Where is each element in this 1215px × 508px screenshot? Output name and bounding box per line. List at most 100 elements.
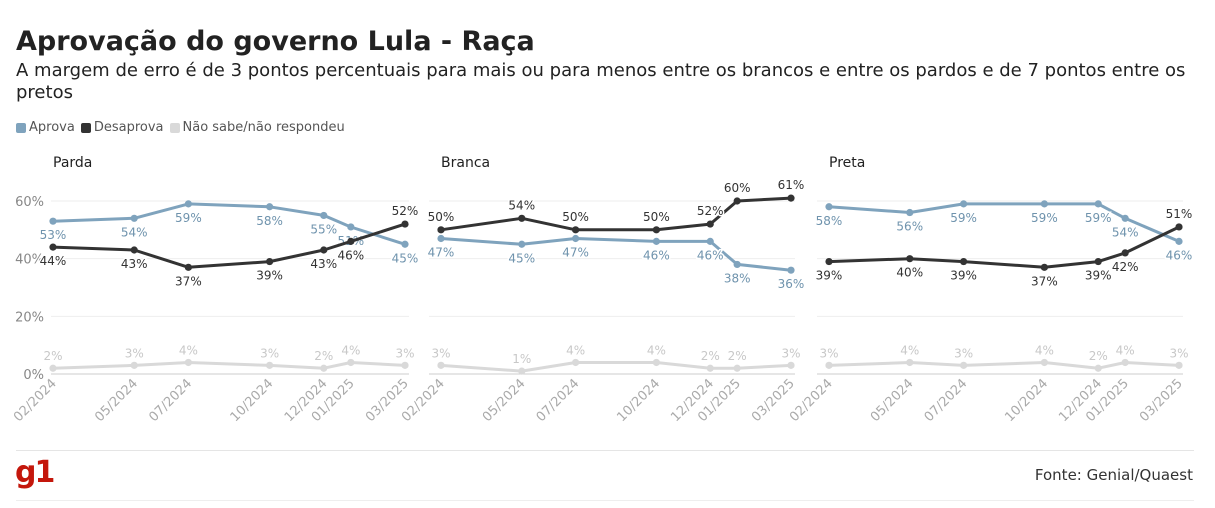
data-point[interactable] xyxy=(1094,364,1102,372)
data-point[interactable] xyxy=(130,214,138,222)
x-tick-label: 03/2025 xyxy=(1137,376,1186,425)
data-point[interactable] xyxy=(1094,257,1102,266)
data-point[interactable] xyxy=(49,243,57,251)
data-label: 3% xyxy=(395,346,414,360)
data-label: 50% xyxy=(643,210,670,224)
data-point[interactable] xyxy=(825,361,833,369)
data-label: 39% xyxy=(1085,269,1112,283)
data-point[interactable] xyxy=(347,223,355,231)
data-point[interactable] xyxy=(733,260,741,269)
data-point[interactable] xyxy=(437,234,445,243)
data-point[interactable] xyxy=(130,361,138,369)
data-point[interactable] xyxy=(733,364,741,372)
data-label: 54% xyxy=(1112,225,1139,239)
data-point[interactable] xyxy=(130,246,138,254)
data-point[interactable] xyxy=(266,257,274,266)
x-tick-label: 10/2024 xyxy=(1002,376,1051,425)
data-point[interactable] xyxy=(652,358,660,367)
data-point[interactable] xyxy=(518,240,526,248)
data-point[interactable] xyxy=(572,358,580,367)
data-point[interactable] xyxy=(652,237,660,245)
data-label: 38% xyxy=(724,271,751,285)
data-point[interactable] xyxy=(906,358,914,367)
data-point[interactable] xyxy=(518,367,526,375)
data-point[interactable] xyxy=(347,237,355,245)
data-point[interactable] xyxy=(401,361,409,369)
data-point[interactable] xyxy=(437,361,445,369)
data-label: 2% xyxy=(701,349,720,363)
data-point[interactable] xyxy=(572,226,580,234)
data-point[interactable] xyxy=(184,263,192,271)
x-tick-label: 10/2024 xyxy=(614,376,663,425)
data-point[interactable] xyxy=(906,208,914,217)
legend-item-aprova[interactable]: Aprova xyxy=(16,120,75,135)
series-desaprova: 50% 54% 50% 50% 52%60% 61% xyxy=(426,177,806,234)
data-label: 39% xyxy=(816,269,843,283)
data-point[interactable] xyxy=(1040,200,1048,208)
legend-item-desaprova[interactable]: Desaprova xyxy=(80,120,164,135)
data-point[interactable] xyxy=(787,266,795,274)
data-label: 55% xyxy=(310,222,337,236)
data-label: 60% xyxy=(724,181,751,195)
data-label: 59% xyxy=(175,211,202,225)
data-point[interactable] xyxy=(733,197,741,205)
data-label: 3% xyxy=(260,346,279,360)
data-point[interactable] xyxy=(1121,214,1129,222)
data-point[interactable] xyxy=(1175,237,1183,245)
data-point[interactable] xyxy=(1175,361,1183,369)
series-aprova: 53%54%59%58%55%51%45% xyxy=(38,200,420,267)
data-label: 4% xyxy=(566,343,585,357)
data-point[interactable] xyxy=(49,364,57,372)
data-label: 3% xyxy=(954,346,973,360)
data-point[interactable] xyxy=(1121,358,1129,367)
data-point[interactable] xyxy=(1175,223,1183,231)
data-point[interactable] xyxy=(1040,263,1048,271)
data-point[interactable] xyxy=(960,200,968,208)
panel-title: Branca xyxy=(441,155,490,171)
data-point[interactable] xyxy=(1121,249,1129,257)
data-label: 2% xyxy=(728,349,747,363)
data-point[interactable] xyxy=(825,203,833,211)
data-label: 2% xyxy=(1089,349,1108,363)
data-point[interactable] xyxy=(706,220,714,228)
data-point[interactable] xyxy=(906,255,914,263)
x-tick-label: 05/2024 xyxy=(480,376,529,425)
data-point[interactable] xyxy=(706,237,714,245)
data-point[interactable] xyxy=(518,214,526,222)
data-point[interactable] xyxy=(184,358,192,367)
data-point[interactable] xyxy=(266,361,274,369)
data-point[interactable] xyxy=(320,211,328,220)
data-label: 3% xyxy=(781,346,800,360)
data-label: 44% xyxy=(40,254,67,268)
data-point[interactable] xyxy=(960,257,968,266)
bottom-divider xyxy=(16,500,1194,501)
data-point[interactable] xyxy=(825,257,833,266)
data-label: 39% xyxy=(256,269,283,283)
data-point[interactable] xyxy=(960,361,968,369)
data-point[interactable] xyxy=(320,246,328,254)
series-nao-sabe-nao-respondeu: 2% 3% 4% 3% 2% 4% 3% xyxy=(42,342,416,372)
data-label: 47% xyxy=(562,245,589,259)
data-point[interactable] xyxy=(1040,358,1048,367)
data-point[interactable] xyxy=(706,364,714,372)
data-point[interactable] xyxy=(347,358,355,367)
data-point[interactable] xyxy=(437,226,445,234)
data-point[interactable] xyxy=(572,234,580,243)
legend-item-nao-sabe[interactable]: Não sabe/não respondeu xyxy=(169,120,345,135)
data-point[interactable] xyxy=(320,364,328,372)
y-tick-label: 0% xyxy=(23,368,44,383)
legend-swatch-desaprova xyxy=(80,122,91,133)
data-point[interactable] xyxy=(787,194,795,202)
x-tick-label: 07/2024 xyxy=(922,376,971,425)
data-point[interactable] xyxy=(652,226,660,234)
data-point[interactable] xyxy=(401,220,409,228)
data-label: 1% xyxy=(512,352,531,366)
data-point[interactable] xyxy=(266,203,274,211)
data-point[interactable] xyxy=(1094,200,1102,208)
data-point[interactable] xyxy=(787,361,795,369)
data-point[interactable] xyxy=(184,200,192,208)
data-point[interactable] xyxy=(49,217,57,225)
data-point[interactable] xyxy=(401,240,409,248)
x-tick-label: 05/2024 xyxy=(92,376,141,425)
